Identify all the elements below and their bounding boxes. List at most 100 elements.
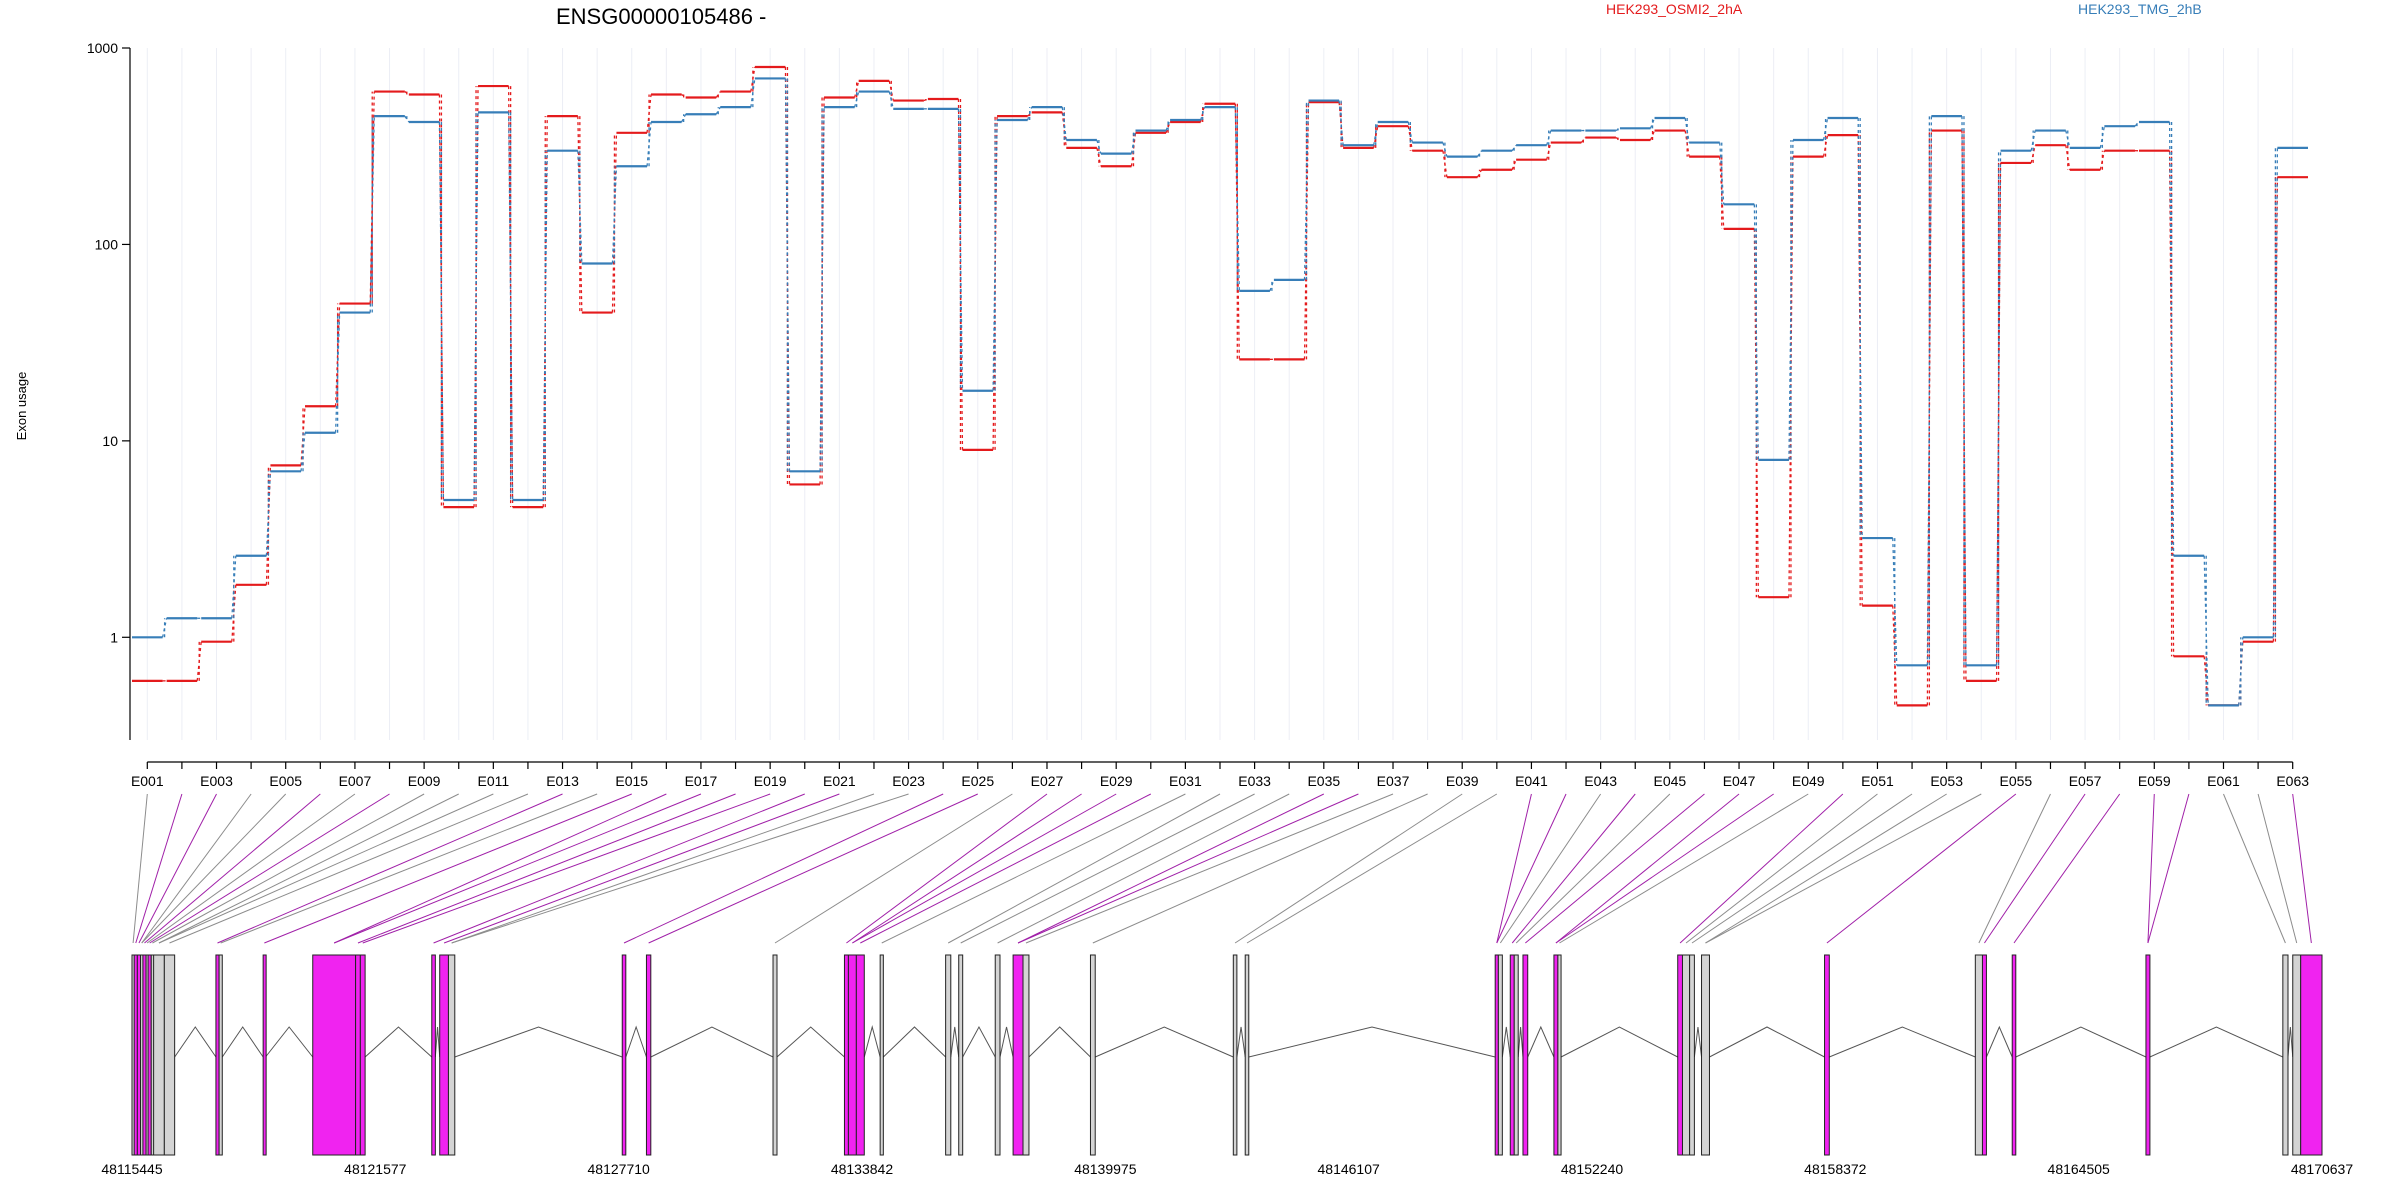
x-tick-label: E005 (269, 773, 302, 789)
genomic-coordinate-label: 48170637 (2291, 1161, 2354, 1177)
exon-link (648, 793, 978, 944)
series-2-connector (1961, 116, 1967, 666)
exon (2292, 954, 2302, 1156)
exon (1513, 954, 1519, 1156)
exon-link (2013, 793, 2121, 944)
exon-link (152, 793, 425, 944)
x-tick-label: E025 (961, 773, 994, 789)
exon-significant (1824, 954, 1830, 1156)
intron (221, 1026, 264, 1058)
exon-link (2223, 793, 2286, 944)
genomic-coordinate-label: 48133842 (831, 1161, 894, 1177)
exon-significant (359, 954, 366, 1156)
x-axis: E001 E003 E005 E007 E009 E011 E013 E015 E017 E019… (131, 761, 2309, 789)
x-tick-label: E063 (2276, 773, 2309, 789)
series-2-connector (1926, 116, 1933, 666)
legend-series-1: HEK293_OSMI2_2hA (1606, 1, 1743, 17)
exon-significant (855, 954, 865, 1156)
exon-significant (2145, 954, 2151, 1156)
exon-link (1246, 793, 1498, 944)
series-1-connector (1580, 137, 1586, 143)
exon-significant (1522, 954, 1529, 1156)
x-tick-label: E061 (2207, 773, 2240, 789)
exon-significant (843, 954, 849, 1156)
genomic-coordinate-label: 48121577 (344, 1161, 407, 1177)
exon-link (362, 793, 771, 944)
exon (218, 954, 223, 1156)
x-tick-label: E039 (1446, 773, 1479, 789)
x-tick-label: E051 (1861, 773, 1894, 789)
exon-link (2147, 793, 2155, 944)
exon-link (960, 793, 1255, 944)
x-tick-label: E015 (615, 773, 648, 789)
exon-significant (2300, 954, 2323, 1156)
intron (2149, 1026, 2284, 1058)
exon-link (623, 793, 944, 944)
series-2-connector (784, 78, 791, 472)
exon (945, 954, 952, 1156)
exon-significant (1012, 954, 1024, 1156)
exon-significant (262, 954, 267, 1156)
intron (650, 1026, 774, 1058)
x-tick-label: E027 (1031, 773, 1064, 789)
x-tick-label: E001 (131, 773, 164, 789)
series-1-connector (1822, 135, 1829, 157)
exon-significant (621, 954, 627, 1156)
exon (1681, 954, 1691, 1156)
intron (1236, 1026, 1246, 1058)
exon-link (138, 793, 217, 944)
intron (1829, 1026, 1976, 1058)
series-lines (132, 65, 2308, 707)
exon-link (264, 793, 632, 944)
intron (1693, 1026, 1703, 1058)
series-2-connector (715, 106, 721, 115)
exon-link (451, 793, 909, 944)
exon-link (1705, 793, 1947, 944)
exon-link (1496, 793, 1532, 944)
exon-link (860, 793, 1152, 944)
exon (1232, 954, 1238, 1156)
x-tick-label: E017 (685, 773, 718, 789)
exon-link (1496, 793, 1567, 944)
intron (2287, 1026, 2294, 1058)
series-2-connector (2030, 130, 2036, 151)
exon-link (451, 793, 875, 944)
series-2-connector (646, 121, 652, 167)
intron (1248, 1026, 1496, 1058)
intron (1028, 1026, 1091, 1058)
series-2-connector (1373, 121, 1379, 146)
exon-link (1679, 793, 1844, 944)
y-axis: 1 10 100 1000 (87, 40, 131, 740)
exon-link (774, 793, 1013, 944)
exon-significant (431, 954, 436, 1156)
intron (625, 1025, 647, 1058)
exon (879, 954, 884, 1156)
intron (1501, 1026, 1511, 1058)
x-tick-label: E023 (892, 773, 925, 789)
exon-link (141, 793, 252, 944)
series-1-connector (1165, 121, 1171, 134)
exon (447, 954, 456, 1156)
y-tick-label: 1 (110, 629, 118, 645)
exon-significant (355, 954, 361, 1156)
x-tick-label: E045 (1653, 773, 1686, 789)
exon (1557, 954, 1562, 1156)
exon-significant (439, 954, 449, 1156)
intron (950, 1026, 960, 1058)
exon-link (1984, 793, 2086, 944)
series-2-connector (1338, 100, 1344, 146)
exon-link (144, 793, 321, 944)
intron (1709, 1026, 1825, 1058)
genomic-coordinate-label: 48152240 (1561, 1161, 1624, 1177)
y-tick-label: 100 (95, 236, 119, 252)
exon (1974, 954, 1983, 1156)
intron (776, 1026, 845, 1058)
exon-link (443, 793, 840, 944)
exon (772, 954, 778, 1156)
exon-link (1499, 793, 1602, 944)
series-1-connector (1511, 159, 1517, 170)
exon (994, 954, 1001, 1156)
exon-link (141, 793, 287, 944)
exon-link (881, 793, 1186, 944)
intron (863, 1025, 881, 1058)
